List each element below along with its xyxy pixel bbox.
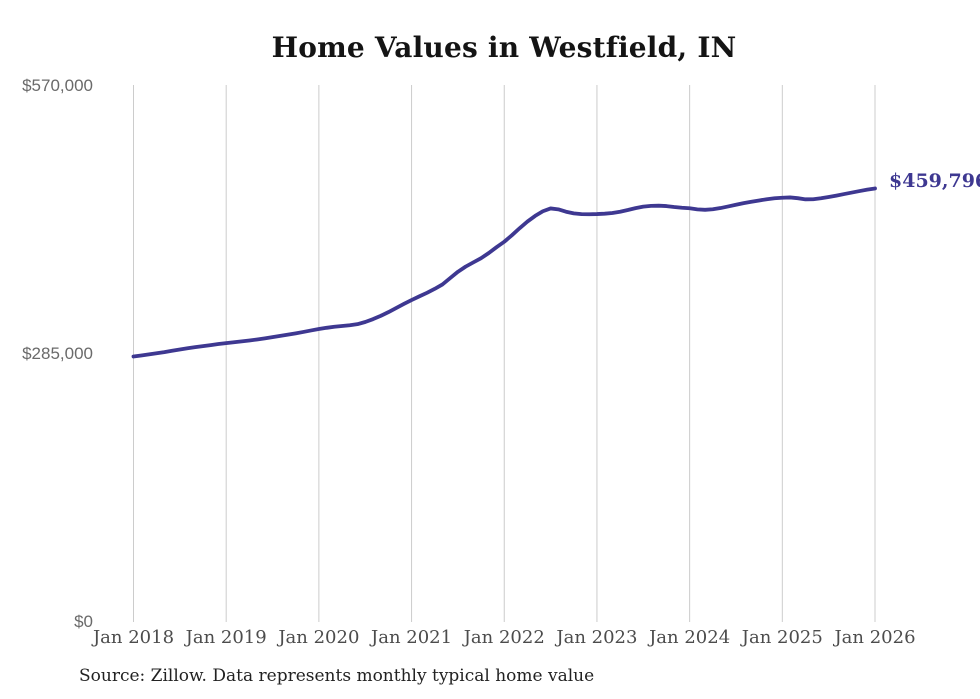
chart-title: Home Values in Westfield, IN xyxy=(271,31,737,64)
x-tick-label: Jan 2020 xyxy=(278,627,360,648)
x-tick-label: Jan 2018 xyxy=(92,627,175,648)
x-tick-label: Jan 2021 xyxy=(371,627,453,648)
y-tick-label: $285,000 xyxy=(22,343,93,363)
y-tick-label: $0 xyxy=(74,611,93,631)
x-tick-label: Jan 2026 xyxy=(834,627,916,648)
x-tick-label: Jan 2022 xyxy=(463,627,545,648)
y-tick-label: $570,000 xyxy=(22,76,93,95)
end-value-label: $459,796 xyxy=(889,170,980,192)
home-value-line xyxy=(131,186,877,359)
x-tick-label: Jan 2019 xyxy=(185,627,267,648)
x-tick-label: Jan 2025 xyxy=(741,627,823,648)
x-tick-label: Jan 2023 xyxy=(556,627,638,648)
source-note: Source: Zillow. Data represents monthly … xyxy=(79,666,595,686)
x-tick-label: Jan 2024 xyxy=(649,627,731,648)
